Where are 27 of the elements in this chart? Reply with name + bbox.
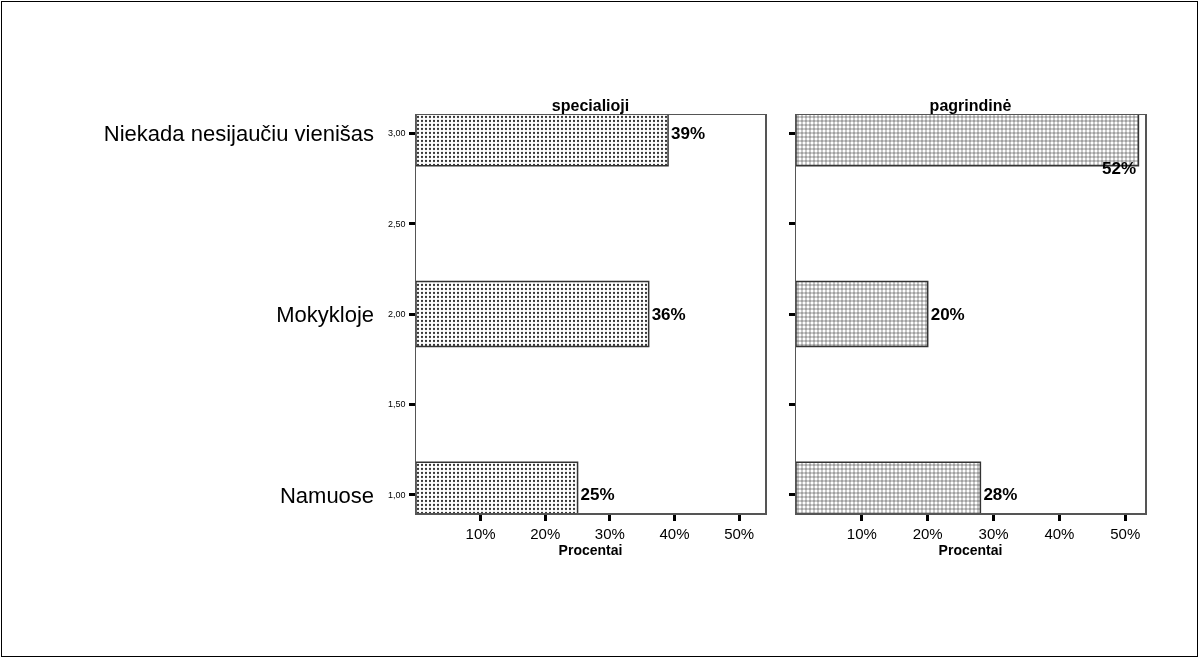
x-tick-label: 40% xyxy=(1044,524,1075,542)
x-tick-label: 10% xyxy=(846,524,877,542)
x-tick-label: 50% xyxy=(724,524,755,542)
x-tick-label: 50% xyxy=(1110,524,1141,542)
x-tick-label: 10% xyxy=(465,524,496,542)
y-tick-label: Niekada nesijaučiu vienišas xyxy=(103,120,375,146)
x-tick-label: 30% xyxy=(978,524,1009,542)
text: 25% xyxy=(580,485,615,505)
chart-title: pagrindinė xyxy=(929,97,1012,115)
x-tick-label: 30% xyxy=(594,524,625,542)
text: 20% xyxy=(930,304,965,324)
y-tick-label: Namuose xyxy=(279,482,375,508)
x-axis-title: Procentai xyxy=(558,541,623,558)
text: 2,00 xyxy=(388,309,406,319)
text: 3,00 xyxy=(388,128,406,138)
x-tick-label: 40% xyxy=(659,524,690,542)
x-tick-label: 20% xyxy=(530,524,561,542)
text: 28% xyxy=(983,485,1018,505)
text: 39% xyxy=(671,123,706,143)
text: 36% xyxy=(651,304,686,324)
text: 1,00 xyxy=(388,490,406,500)
x-tick-label: 20% xyxy=(912,524,943,542)
text: 1,50 xyxy=(388,399,406,409)
x-axis-title: Procentai xyxy=(938,541,1003,558)
text: 2,50 xyxy=(388,219,406,229)
y-tick-label: Mokykloje xyxy=(276,301,375,327)
chart-title: specialioji xyxy=(551,97,630,115)
